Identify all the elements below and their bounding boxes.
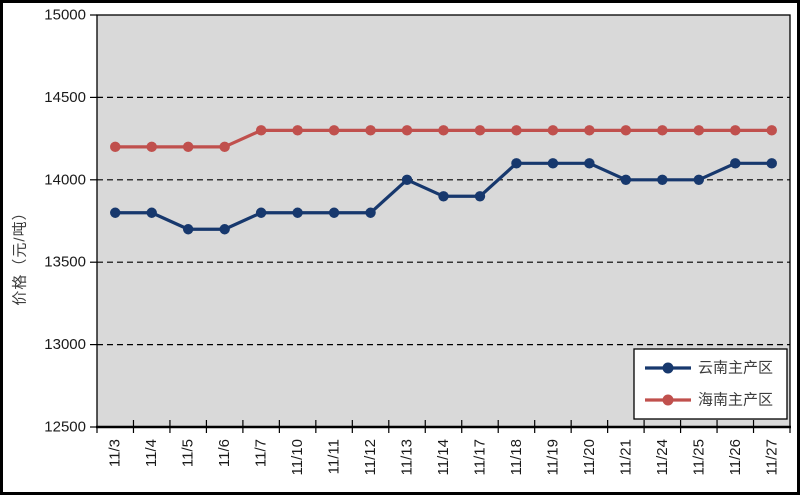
series-1-marker bbox=[438, 125, 449, 136]
x-tick-label: 11/11 bbox=[326, 439, 343, 474]
series-1-marker bbox=[474, 125, 486, 136]
series-0-marker bbox=[657, 174, 668, 185]
series-0-marker bbox=[693, 174, 705, 185]
x-tick-label: 11/6 bbox=[216, 439, 233, 467]
series-0-marker bbox=[474, 191, 486, 202]
y-tick-label: 13500 bbox=[44, 254, 86, 271]
series-1-marker bbox=[657, 125, 668, 136]
series-1-marker bbox=[255, 125, 267, 136]
series-1-marker bbox=[766, 125, 777, 136]
series-1-marker bbox=[730, 125, 741, 136]
series-0-marker bbox=[584, 158, 595, 169]
legend-item-label: 云南主产区 bbox=[698, 360, 773, 377]
series-0-marker bbox=[620, 174, 632, 185]
x-tick-label: 11/24 bbox=[654, 439, 671, 475]
x-tick-label: 11/17 bbox=[471, 439, 488, 475]
series-0-marker bbox=[110, 207, 121, 218]
series-1-marker bbox=[547, 125, 559, 136]
x-tick-label: 11/5 bbox=[180, 439, 197, 467]
legend-marker bbox=[662, 394, 674, 406]
series-0-marker bbox=[255, 207, 267, 218]
x-tick-label: 11/4 bbox=[143, 439, 160, 467]
legend-box bbox=[633, 348, 788, 420]
x-tick-label: 11/14 bbox=[435, 439, 452, 475]
y-axis-title: 价格（元/吨） bbox=[12, 204, 29, 305]
series-0-marker bbox=[146, 207, 157, 218]
x-tick-label: 11/10 bbox=[289, 439, 306, 475]
x-tick-label: 11/3 bbox=[107, 439, 124, 467]
series-1-marker bbox=[693, 125, 705, 136]
series-0-marker bbox=[219, 224, 230, 235]
x-tick-label: 11/18 bbox=[508, 439, 525, 475]
x-tick-label: 11/12 bbox=[362, 439, 379, 475]
y-tick-label: 14500 bbox=[44, 89, 86, 106]
x-tick-label: 11/13 bbox=[399, 439, 416, 475]
series-1-marker bbox=[620, 125, 632, 136]
series-1-marker bbox=[511, 125, 522, 136]
series-0-marker bbox=[438, 191, 449, 202]
series-0-marker bbox=[328, 207, 340, 218]
series-0-marker bbox=[401, 174, 413, 185]
series-0-marker bbox=[547, 158, 559, 169]
y-tick-label: 12500 bbox=[44, 419, 86, 436]
legend-item-label: 海南主产区 bbox=[698, 392, 773, 409]
y-tick-label: 15000 bbox=[44, 7, 86, 24]
series-1-marker bbox=[328, 125, 340, 136]
series-1-marker bbox=[292, 125, 303, 136]
series-1-marker bbox=[110, 141, 121, 153]
series-1-marker bbox=[584, 125, 595, 136]
y-tick-label: 13000 bbox=[44, 336, 86, 353]
series-0-marker bbox=[365, 207, 376, 218]
series-0-marker bbox=[766, 158, 777, 169]
series-1-marker bbox=[182, 141, 194, 153]
series-1-marker bbox=[219, 141, 230, 153]
x-tick-label: 11/25 bbox=[690, 439, 707, 475]
y-tick-label: 14000 bbox=[44, 171, 86, 188]
series-0-marker bbox=[511, 158, 522, 169]
x-tick-label: 11/26 bbox=[727, 439, 744, 475]
series-1-marker bbox=[365, 125, 376, 136]
series-0-marker bbox=[730, 158, 741, 169]
legend-marker bbox=[662, 362, 674, 374]
x-tick-label: 11/27 bbox=[763, 439, 780, 475]
x-tick-label: 11/19 bbox=[544, 439, 561, 475]
x-tick-label: 11/7 bbox=[253, 439, 270, 467]
series-1-marker bbox=[401, 125, 413, 136]
series-0-marker bbox=[292, 207, 303, 218]
x-tick-label: 11/20 bbox=[581, 439, 598, 475]
series-1-marker bbox=[146, 141, 157, 153]
series-0-marker bbox=[182, 224, 194, 235]
x-tick-label: 11/21 bbox=[617, 439, 634, 475]
